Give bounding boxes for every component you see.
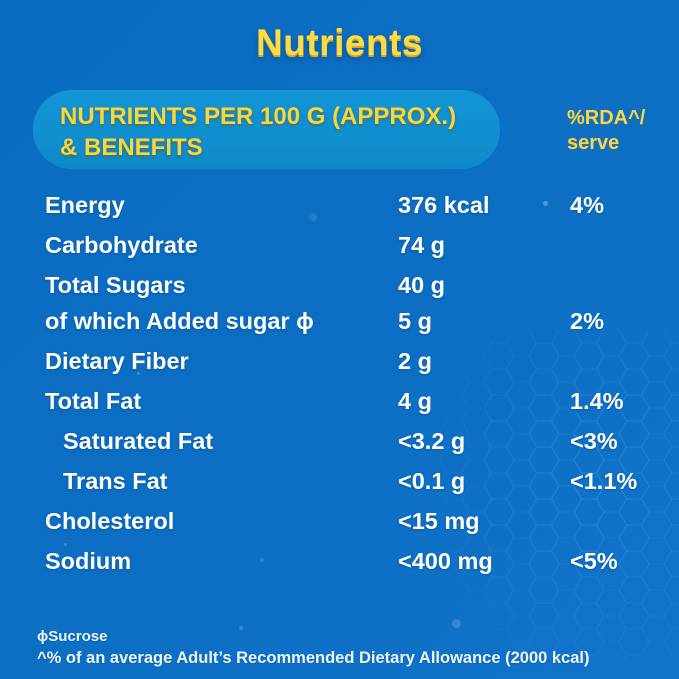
nutrient-label: Total Sugars: [45, 272, 186, 298]
nutrient-label: Sodium: [45, 548, 132, 574]
nutrient-label: Trans Fat: [63, 468, 168, 494]
nutrient-value: <0.1 g: [398, 468, 466, 494]
footnote-rda-definition: ^% of an average Adult’s Recommended Die…: [37, 649, 590, 667]
table-row: Energy 376 kcal 4%: [45, 192, 655, 219]
nutrient-value: 40 g: [398, 272, 446, 298]
nutrient-value: 376 kcal: [398, 192, 490, 218]
rda-header-line2: serve: [567, 132, 620, 154]
footnotes: ϕSucrose ^% of an average Adult’s Recomm…: [37, 626, 590, 669]
nutrient-label: Total Fat: [45, 388, 142, 414]
page-title: Nutrients: [256, 22, 423, 63]
table-header-line2: & BENEFITS: [60, 134, 203, 161]
nutrients-table: Energy 376 kcal 4% Carbohydrate 74 g Total Su…: [45, 192, 655, 588]
nutrient-value: <15 mg: [398, 508, 480, 534]
rda-column-header: %RDA^/ serve: [567, 106, 645, 156]
nutrient-rda-value: 4%: [570, 192, 604, 218]
nutrient-value: 4 g: [398, 388, 432, 414]
table-row: of which Added sugar ϕ 5 g 2%: [45, 308, 655, 335]
table-header-line1: NUTRIENTS PER 100 G (APPROX.): [60, 103, 457, 130]
nutrient-rda-value: 1.4%: [570, 388, 624, 414]
nutrient-label: Carbohydrate: [45, 232, 198, 258]
table-row: Trans Fat <0.1 g <1.1%: [45, 468, 655, 495]
nutrient-label: Cholesterol: [45, 508, 175, 534]
nutrient-value: <400 mg: [398, 548, 493, 574]
nutrient-label: Energy: [45, 192, 125, 218]
table-row: Saturated Fat <3.2 g <3%: [45, 428, 655, 455]
nutrient-label: Dietary Fiber: [45, 348, 189, 374]
nutrient-value: 2 g: [398, 348, 432, 374]
table-row: Sodium <400 mg <5%: [45, 548, 655, 575]
table-row: Total Fat 4 g 1.4%: [45, 388, 655, 415]
nutrient-rda-value: <5%: [570, 548, 618, 574]
nutrient-value: 74 g: [398, 232, 446, 258]
nutrient-label: of which Added sugar ϕ: [45, 308, 314, 334]
nutrient-value: <3.2 g: [398, 428, 466, 454]
footnote-sucrose: ϕSucrose: [37, 628, 108, 645]
nutrient-value: 5 g: [398, 308, 432, 334]
nutrient-rda-value: 2%: [570, 308, 604, 334]
nutrient-rda-value: <1.1%: [570, 468, 638, 494]
table-row: Carbohydrate 74 g: [45, 232, 655, 259]
table-row: Cholesterol <15 mg: [45, 508, 655, 535]
table-header-box: NUTRIENTS PER 100 G (APPROX.) & BENEFITS: [33, 90, 500, 169]
nutrient-rda-value: <3%: [570, 428, 618, 454]
table-row: Total Sugars 40 g: [45, 272, 655, 299]
table-row: Dietary Fiber 2 g: [45, 348, 655, 375]
rda-header-line1: %RDA^/: [567, 107, 646, 129]
nutrient-label: Saturated Fat: [63, 428, 214, 454]
